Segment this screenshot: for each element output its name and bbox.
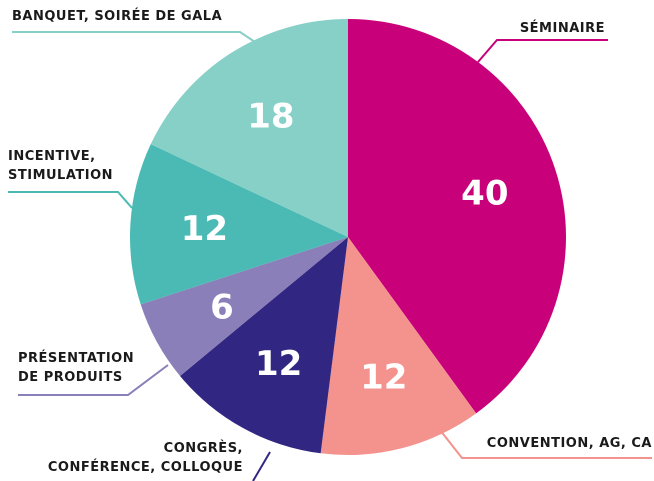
category-label: DE PRODUITS: [18, 370, 123, 385]
leader-line: [12, 31, 259, 45]
leader-line: [8, 191, 133, 209]
pie-slice: [180, 237, 348, 454]
category-label: BANQUET, SOIRÉE DE GALA: [12, 8, 222, 24]
pie-slice: [348, 19, 566, 414]
category-label: CONGRÈS,: [164, 440, 243, 456]
pie-slice: [129, 144, 348, 305]
category-label: INCENTIVE,: [8, 149, 96, 164]
category-label: CONVENTION, AG, CA: [487, 436, 652, 451]
category-label: PRÉSENTATION: [18, 350, 134, 366]
leader-line: [252, 451, 271, 481]
leader-line: [477, 39, 608, 63]
value-label: 40: [461, 174, 508, 214]
value-label: 6: [210, 287, 234, 327]
value-label: 12: [360, 357, 407, 397]
leader-line: [18, 364, 169, 396]
category-label: SÉMINAIRE: [520, 20, 605, 36]
leader-line: [439, 429, 652, 459]
value-label: 12: [181, 209, 228, 249]
pie-slice: [150, 19, 348, 237]
value-label: 12: [255, 344, 302, 384]
value-label: 18: [247, 97, 294, 137]
pie-slice: [320, 237, 477, 455]
category-label: CONFÉRENCE, COLLOQUE: [48, 459, 243, 475]
category-label: STIMULATION: [8, 168, 113, 183]
pie-slice: [140, 237, 348, 376]
